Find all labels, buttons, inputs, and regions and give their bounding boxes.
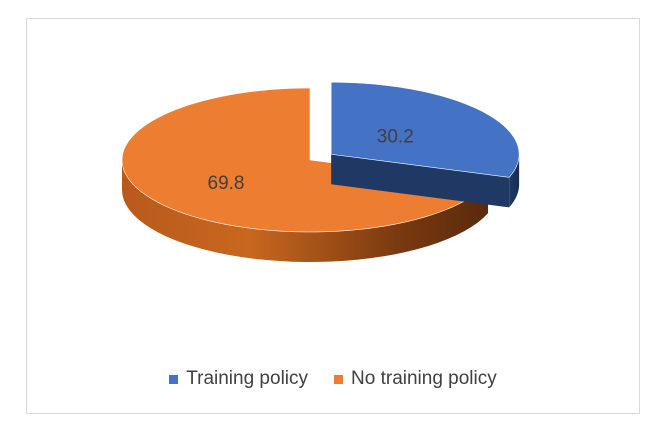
- legend-item-training-policy: Training policy: [169, 368, 308, 390]
- legend-label-training-policy: Training policy: [186, 368, 309, 389]
- pie-slice-training-policy: [330, 81, 520, 178]
- legend-swatch-no-training-policy: [334, 374, 344, 384]
- data-label-training-policy: 30.2: [377, 127, 414, 148]
- legend-label-no-training-policy: No training policy: [351, 368, 497, 389]
- data-label-no-training-policy: 69.8: [208, 173, 245, 194]
- pie-slice-no-training-policy: [121, 87, 489, 233]
- pie-side-training-policy: [509, 154, 520, 208]
- pie-cut-training-policy-1: [331, 154, 510, 208]
- pie-side-no-training-policy: [122, 160, 489, 262]
- legend: Training policy No training policy: [0, 368, 666, 390]
- legend-swatch-training-policy: [169, 374, 179, 384]
- legend-item-no-training-policy: No training policy: [334, 368, 497, 390]
